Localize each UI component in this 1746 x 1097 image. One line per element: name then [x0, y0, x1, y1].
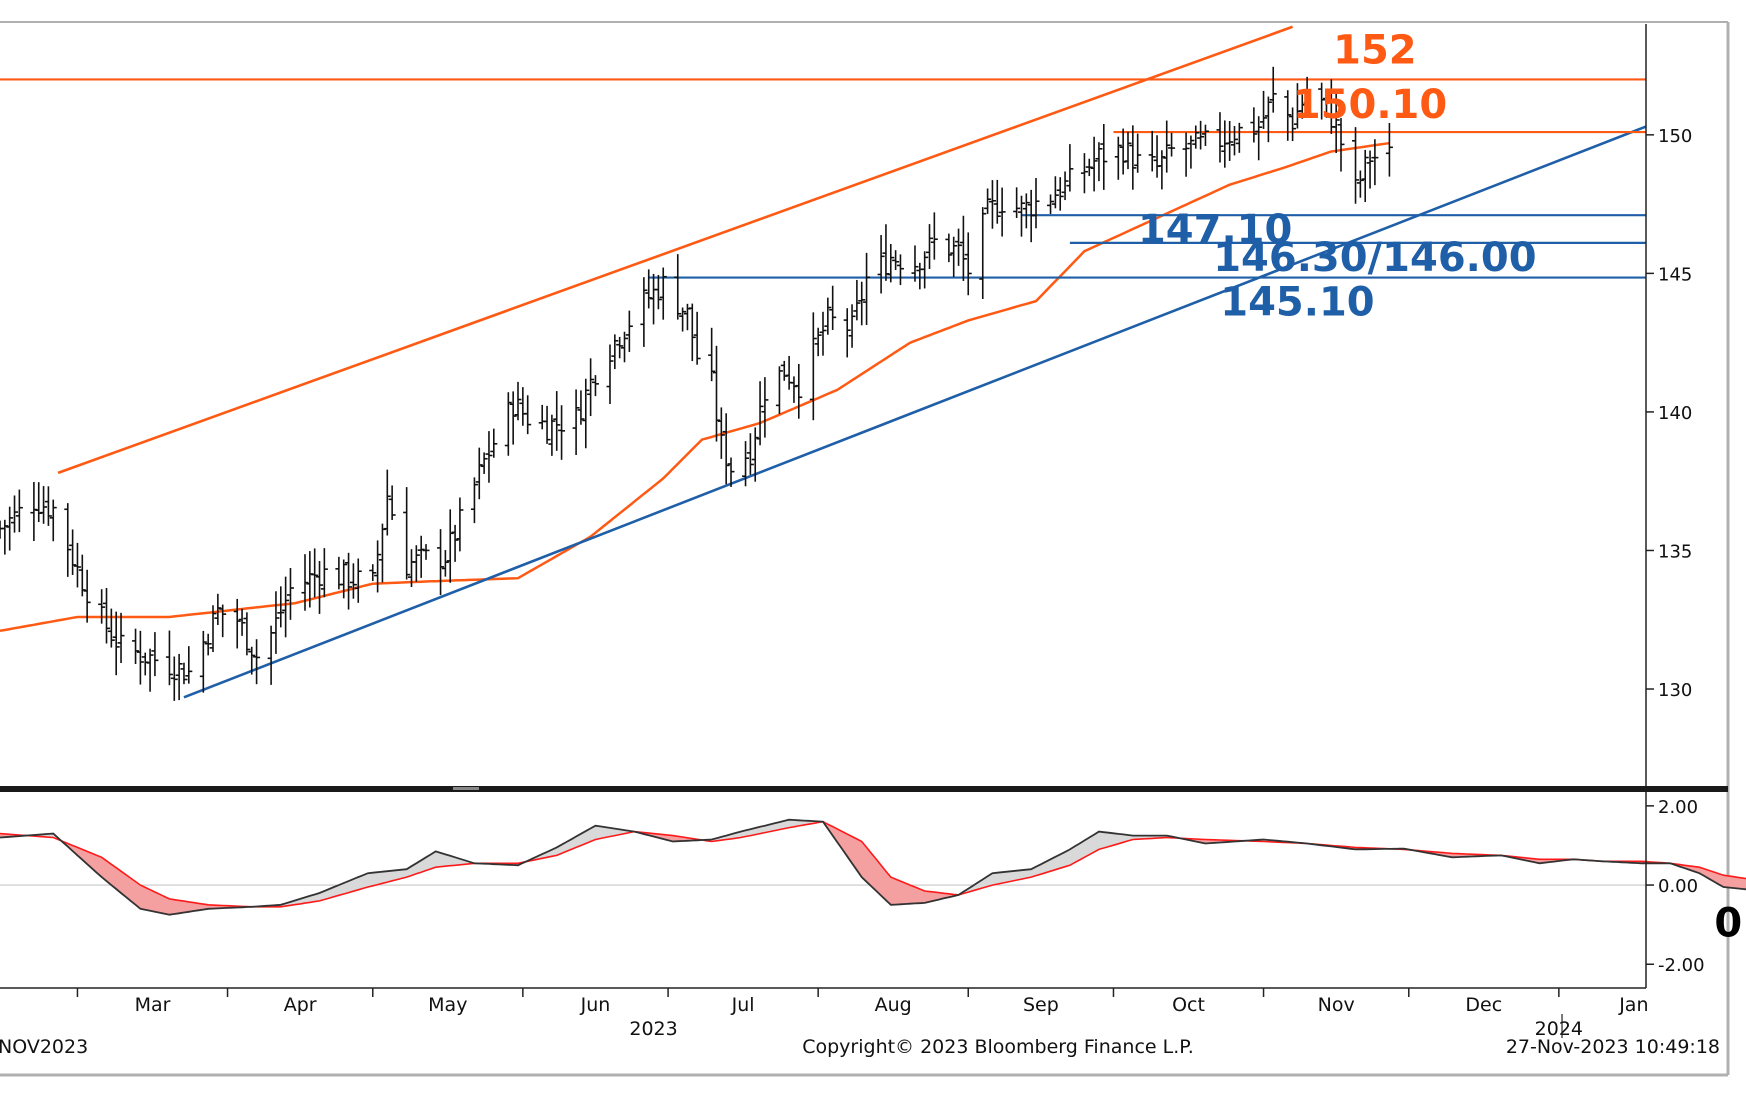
pane-divider[interactable]	[0, 786, 1728, 792]
month-label: Jun	[580, 994, 611, 1016]
year-label: 2023	[629, 1018, 677, 1040]
macd-tick-label: 0.00	[1658, 876, 1698, 897]
price-tick-label: 135	[1658, 541, 1692, 562]
level-label-145.10: 145.10	[1220, 280, 1374, 326]
month-label: Nov	[1318, 994, 1355, 1016]
month-label: Dec	[1465, 994, 1502, 1016]
footer-left: NOV2023	[0, 1036, 88, 1058]
month-label: Apr	[284, 994, 317, 1016]
macd-tick-label: -2.00	[1658, 955, 1705, 976]
price-tick-label: 140	[1658, 403, 1692, 424]
timestamp-text: 27-Nov-2023 10:49:18	[1506, 1036, 1720, 1058]
price-tick-label: 130	[1658, 680, 1692, 701]
price-tick-label: 145	[1658, 264, 1692, 285]
price-tick-label: 150	[1658, 126, 1692, 147]
month-label: Aug	[875, 994, 912, 1016]
macd-tick-label: 2.00	[1658, 797, 1698, 818]
month-label: May	[428, 994, 467, 1016]
level-label-152: 152	[1333, 27, 1417, 73]
level-label-150.10: 150.10	[1293, 82, 1447, 128]
pane-divider-grip[interactable]	[453, 787, 479, 790]
month-label: Oct	[1172, 994, 1205, 1016]
month-label: Mar	[135, 994, 171, 1016]
month-label: Jul	[731, 994, 755, 1016]
copyright-text: Copyright© 2023 Bloomberg Finance L.P.	[802, 1036, 1194, 1058]
month-label: Jan	[1618, 994, 1648, 1016]
macd-annotation-label: 0	[1714, 901, 1742, 947]
level-label-146.30/146.00: 146.30/146.00	[1213, 235, 1536, 281]
month-label: Sep	[1023, 994, 1059, 1016]
